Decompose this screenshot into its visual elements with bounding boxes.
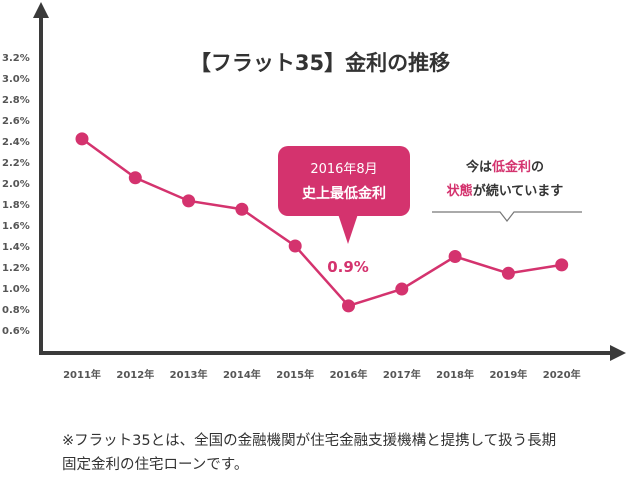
x-axis-arrow bbox=[610, 345, 626, 361]
x-tick-label: 2017年 bbox=[383, 368, 421, 381]
data-point bbox=[555, 258, 569, 272]
axes bbox=[33, 2, 626, 361]
low-rate-callout: 2016年8月 史上最低金利 bbox=[278, 146, 410, 244]
data-point bbox=[182, 194, 196, 208]
y-tick-label: 1.8% bbox=[2, 200, 30, 211]
y-tick-label: 0.6% bbox=[2, 326, 30, 337]
low-rate-note: 今は低金利の 状態が続いています bbox=[432, 159, 582, 222]
y-tick-label: 2.0% bbox=[2, 179, 30, 190]
callout-pointer bbox=[338, 214, 358, 244]
data-point bbox=[128, 171, 142, 185]
y-tick-labels: 3.2% 3.0% 2.8% 2.6% 2.4% 2.2% 2.0% 1.8% 1.6% 1.4%… bbox=[2, 53, 30, 337]
note-line-1: 今は低金利の bbox=[465, 159, 544, 175]
data-point bbox=[342, 299, 355, 313]
footnote-line-2: 固定金利の住宅ローンです。 bbox=[62, 457, 249, 473]
y-tick-label: 3.0% bbox=[2, 74, 30, 85]
y-tick-label: 3.2% bbox=[2, 53, 30, 64]
callout-box bbox=[278, 146, 410, 216]
footnote-line-1: ※フラット35とは、全国の金融機関が住宅金融支援機構と提携して扱う長期 bbox=[62, 433, 557, 449]
y-tick-label: 2.8% bbox=[2, 95, 30, 106]
y-axis-arrow bbox=[33, 2, 49, 18]
data-point bbox=[395, 282, 409, 296]
callout-label: 史上最低金利 bbox=[302, 185, 386, 202]
x-tick-label: 2015年 bbox=[276, 368, 314, 381]
y-tick-label: 2.2% bbox=[2, 158, 30, 169]
x-tick-label: 2020年 bbox=[543, 368, 581, 381]
y-tick-label: 1.6% bbox=[2, 221, 30, 232]
y-tick-label: 1.4% bbox=[2, 242, 30, 253]
series-line bbox=[81, 137, 562, 308]
x-tick-label: 2016年 bbox=[330, 368, 368, 381]
x-tick-label: 2013年 bbox=[170, 368, 208, 381]
y-tick-label: 1.0% bbox=[2, 284, 30, 295]
data-point bbox=[501, 266, 515, 280]
x-tick-label: 2014年 bbox=[223, 368, 261, 381]
footnote: ※フラット35とは、全国の金融機関が住宅金融支援機構と提携して扱う長期 固定金利… bbox=[62, 429, 622, 477]
x-tick-label: 2012年 bbox=[116, 368, 154, 381]
data-points bbox=[75, 132, 569, 313]
data-point bbox=[448, 250, 462, 263]
x-tick-label: 2011年 bbox=[63, 368, 101, 381]
y-tick-label: 0.8% bbox=[2, 305, 30, 316]
y-tick-label: 2.6% bbox=[2, 116, 30, 127]
chart-title: 【フラット35】金利の推移 bbox=[190, 51, 450, 75]
y-tick-label: 2.4% bbox=[2, 137, 30, 148]
data-point bbox=[75, 132, 89, 146]
note-underline bbox=[432, 211, 582, 222]
note-line-2: 状態が続いています bbox=[447, 183, 564, 199]
y-tick-label: 1.2% bbox=[2, 263, 30, 274]
min-value-label: 0.9% bbox=[327, 258, 369, 276]
data-point bbox=[235, 202, 249, 216]
data-point bbox=[288, 239, 302, 253]
x-tick-label: 2019年 bbox=[489, 368, 527, 381]
x-tick-label: 2018年 bbox=[436, 368, 474, 381]
callout-date: 2016年8月 bbox=[310, 162, 377, 177]
x-tick-labels: 2011年 2012年 2013年 2014年 2015年 2016年 2017年 2018年… bbox=[63, 368, 581, 381]
